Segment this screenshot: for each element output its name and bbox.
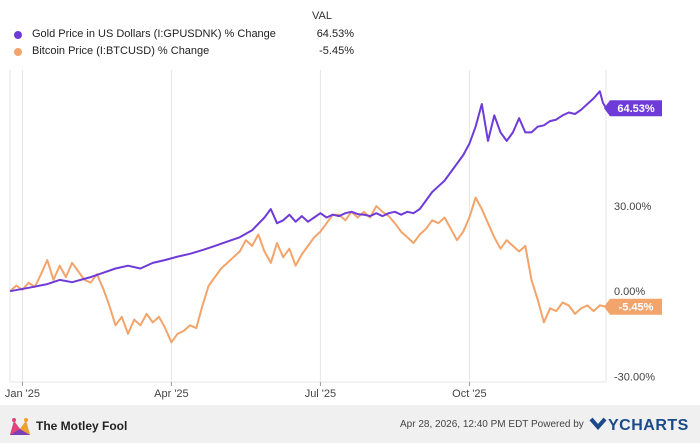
legend-label-bitcoin: Bitcoin Price (I:BTCUSD) % Change — [32, 45, 210, 57]
end-label-text: 64.53% — [617, 103, 655, 115]
x-tick-label: Jul '25 — [305, 388, 336, 400]
end-label-bitcoin: -5.45% — [604, 298, 662, 315]
x-tick-label: Jan '25 — [5, 388, 40, 400]
ycharts-wordmark: YCHARTS — [608, 417, 689, 434]
line-chart: Jan '25 Apr '25 Jul '25 Oct '25 30.00% 0.00%… — [5, 70, 662, 400]
legend-value-bitcoin: -5.45% — [319, 45, 354, 57]
ycharts-logo: YCHARTS — [588, 415, 700, 437]
legend-swatch-bitcoin — [14, 48, 22, 56]
timestamp-text: Apr 28, 2026, 12:40 PM EDT Powered by — [400, 419, 584, 430]
legend-item-gold: Gold Price in US Dollars (I:GPUSDNK) % C… — [14, 27, 354, 43]
legend-value-gold: 64.53% — [316, 28, 354, 40]
motley-fool-logo: The Motley Fool — [8, 415, 128, 439]
end-label-gold: 64.53% — [604, 100, 662, 117]
y-tick-label: 0.00% — [614, 286, 645, 298]
end-label-box — [604, 100, 662, 117]
legend-value-header: VAL — [312, 10, 332, 22]
end-label-text: -5.45% — [619, 302, 654, 314]
grid-lines — [9, 70, 607, 383]
y-tick-label: 30.00% — [614, 201, 652, 213]
legend-item-bitcoin: Bitcoin Price (I:BTCUSD) % Change -5.45% — [14, 44, 354, 60]
end-label-box — [604, 298, 662, 315]
end-value-labels: 64.53% -5.45% — [604, 100, 662, 315]
legend-label-gold: Gold Price in US Dollars (I:GPUSDNK) % C… — [32, 28, 276, 40]
ycharts-chevron-icon — [589, 417, 607, 431]
brand-name: The Motley Fool — [36, 419, 128, 433]
legend-swatch-gold — [14, 31, 22, 39]
y-axis: 30.00% 0.00% -30.00% — [614, 201, 655, 383]
x-tick-label: Apr '25 — [154, 388, 189, 400]
jester-hat-icon — [10, 418, 30, 435]
series-line-gold — [9, 90, 607, 293]
chart-footer: The Motley Fool Apr 28, 2026, 12:40 PM E… — [0, 405, 700, 443]
series-lines — [9, 90, 607, 344]
x-axis: Jan '25 Apr '25 Jul '25 Oct '25 — [5, 382, 487, 400]
y-tick-label: -30.00% — [614, 371, 655, 383]
series-line-bitcoin — [9, 196, 607, 344]
chart-legend: VAL Gold Price in US Dollars (I:GPUSDNK)… — [0, 0, 360, 70]
x-tick-label: Oct '25 — [452, 388, 487, 400]
